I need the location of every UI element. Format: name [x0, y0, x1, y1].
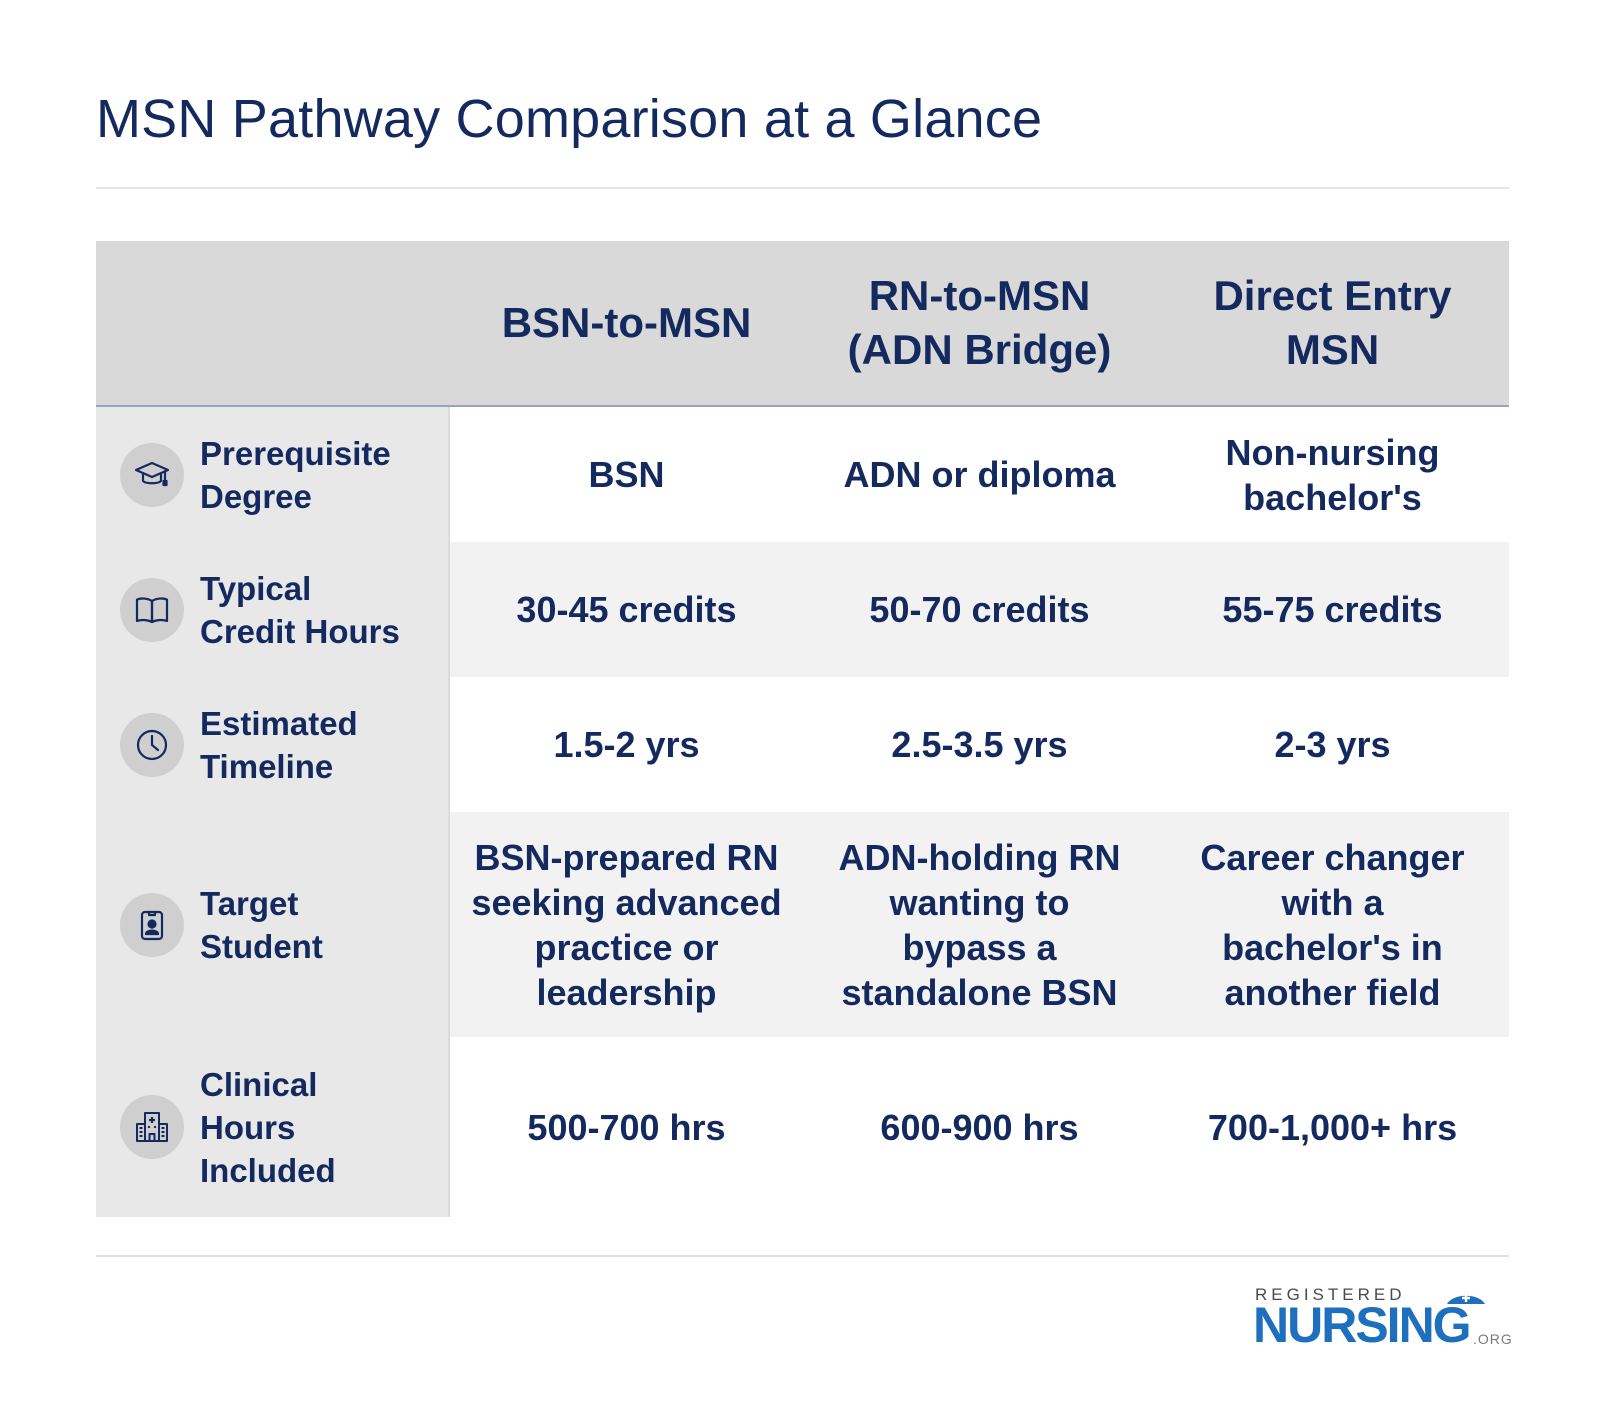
- row-label-line: Typical: [200, 569, 312, 607]
- logo-suffix-text: .ORG: [1473, 1331, 1513, 1347]
- table-cell: 700-1,000+ hrs: [1156, 1037, 1509, 1217]
- row-label-line: Estimated: [200, 704, 358, 742]
- cell-line: 1.5-2 yrs: [553, 724, 700, 765]
- cell-line: 55-75 credits: [1222, 589, 1443, 630]
- row-label: Clinical Hours Included: [200, 1063, 336, 1192]
- cell-line: another field: [1224, 971, 1441, 1013]
- row-label: Estimated Timeline: [200, 702, 358, 788]
- clock-icon: [120, 712, 184, 777]
- row-label-cell: Estimated Timeline: [96, 677, 450, 812]
- row-label-cell: Target Student: [96, 812, 450, 1037]
- table-cell: 2-3 yrs: [1156, 677, 1509, 812]
- cell-line: 500-700 hrs: [527, 1106, 726, 1148]
- table-cell: 600-900 hrs: [803, 1037, 1156, 1217]
- nurse-cap-icon: [1447, 1294, 1485, 1304]
- header-line: BSN-to-MSN: [501, 299, 752, 346]
- page-title: MSN Pathway Comparison at a Glance: [96, 89, 1043, 149]
- cell-line: seeking advanced: [471, 881, 782, 923]
- column-header-bsn-to-msn: BSN-to-MSN: [450, 241, 803, 405]
- column-header-direct-entry-msn: Direct Entry MSN: [1156, 241, 1509, 405]
- table-row-typical-credit-hours: Typical Credit Hours 30-45 credits 50-70…: [96, 542, 1509, 677]
- cell-line: 50-70 credits: [869, 589, 1090, 630]
- row-label: Prerequisite Degree: [200, 432, 391, 518]
- cell-line: 2-3 yrs: [1274, 724, 1391, 765]
- header-line: RN-to-MSN: [868, 272, 1091, 319]
- cell-line: standalone BSN: [841, 971, 1118, 1013]
- table-cell: 2.5-3.5 yrs: [803, 677, 1156, 812]
- cell-line: practice or: [534, 926, 719, 968]
- cell-line: BSN-prepared RN: [474, 836, 779, 878]
- row-label-line: Student: [200, 927, 323, 965]
- cell-line: Career changer: [1200, 836, 1465, 878]
- cell-line: bachelor's: [1243, 476, 1422, 518]
- cell-line: BSN: [588, 454, 665, 495]
- table-cell: 1.5-2 yrs: [450, 677, 803, 812]
- row-label-cell: Clinical Hours Included: [96, 1037, 450, 1217]
- cell-line: bypass a: [902, 926, 1057, 968]
- cell-line: ADN or diploma: [843, 454, 1116, 495]
- table-cell: 50-70 credits: [803, 542, 1156, 677]
- cell-line: ADN-holding RN: [838, 836, 1121, 878]
- table-cell: BSN-prepared RN seeking advanced practic…: [450, 812, 803, 1037]
- header-line: MSN: [1285, 326, 1380, 373]
- header-line: Direct Entry: [1213, 272, 1452, 319]
- table-cell: 500-700 hrs: [450, 1037, 803, 1217]
- row-label-line: Timeline: [200, 747, 334, 785]
- table-cell: BSN: [450, 407, 803, 542]
- cell-line: 600-900 hrs: [880, 1106, 1079, 1148]
- graduation-cap-icon: [120, 442, 184, 507]
- header-line: (ADN Bridge): [847, 326, 1112, 373]
- logo-top-text: REGISTERED: [1255, 1285, 1406, 1304]
- cell-line: leadership: [536, 971, 717, 1013]
- row-label-line: Hours: [200, 1108, 296, 1146]
- cell-line: with a: [1281, 881, 1384, 923]
- top-divider: [96, 187, 1509, 189]
- cell-line: Non-nursing: [1225, 431, 1440, 473]
- open-book-icon: [120, 577, 184, 642]
- table-row-target-student: Target Student BSN-prepared RN seeking a…: [96, 812, 1509, 1037]
- bottom-divider: [96, 1255, 1509, 1257]
- row-label: Target Student: [200, 882, 323, 968]
- cell-line: 2.5-3.5 yrs: [891, 724, 1068, 765]
- logo-main-text: NURSING: [1253, 1297, 1472, 1353]
- table-cell: ADN or diploma: [803, 407, 1156, 542]
- column-header-rn-to-msn: RN-to-MSN (ADN Bridge): [803, 241, 1156, 405]
- table-header-row: BSN-to-MSN RN-to-MSN (ADN Bridge) Direct…: [96, 241, 1509, 407]
- cell-line: wanting to: [889, 881, 1070, 923]
- row-label-line: Degree: [200, 477, 312, 515]
- table-cell: Career changer with a bachelor's in anot…: [1156, 812, 1509, 1037]
- table-row-prerequisite-degree: Prerequisite Degree BSN ADN or diploma N…: [96, 407, 1509, 542]
- row-label-line: Prerequisite: [200, 434, 391, 472]
- row-label-line: Included: [200, 1151, 336, 1189]
- row-label: Typical Credit Hours: [200, 567, 400, 653]
- row-label-cell: Typical Credit Hours: [96, 542, 450, 677]
- table-row-estimated-timeline: Estimated Timeline 1.5-2 yrs 2.5-3.5 yrs…: [96, 677, 1509, 812]
- registered-nursing-logo: REGISTERED NURSING .ORG: [1253, 1285, 1515, 1355]
- table-cell: Non-nursing bachelor's: [1156, 407, 1509, 542]
- id-badge-icon: [120, 892, 184, 957]
- header-corner-cell: [96, 241, 450, 405]
- row-label-line: Credit Hours: [200, 612, 400, 650]
- table-cell: 30-45 credits: [450, 542, 803, 677]
- table-cell: ADN-holding RN wanting to bypass a stand…: [803, 812, 1156, 1037]
- row-label-line: Target: [200, 884, 299, 922]
- table-cell: 55-75 credits: [1156, 542, 1509, 677]
- cell-line: bachelor's in: [1222, 926, 1443, 968]
- table-row-clinical-hours: Clinical Hours Included 500-700 hrs 600-…: [96, 1037, 1509, 1217]
- comparison-table: BSN-to-MSN RN-to-MSN (ADN Bridge) Direct…: [96, 241, 1509, 1217]
- cell-line: 30-45 credits: [516, 589, 737, 630]
- cell-line: 700-1,000+ hrs: [1207, 1106, 1458, 1148]
- row-label-cell: Prerequisite Degree: [96, 407, 450, 542]
- hospital-icon: [120, 1095, 184, 1159]
- row-label-line: Clinical: [200, 1065, 318, 1103]
